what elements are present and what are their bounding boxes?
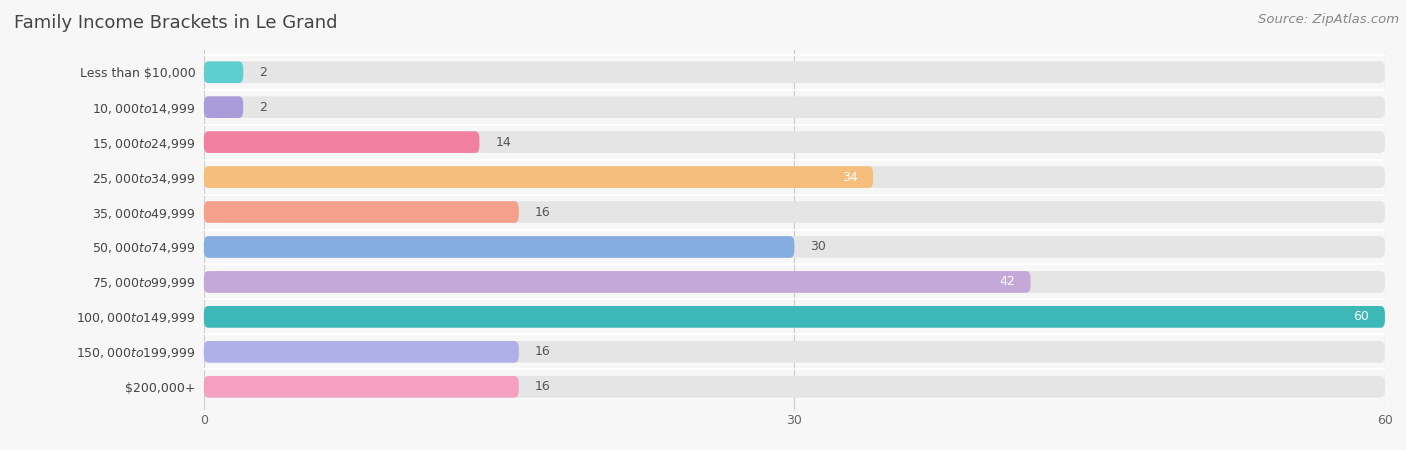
FancyBboxPatch shape — [204, 236, 1385, 258]
Text: 42: 42 — [1000, 275, 1015, 288]
Text: Source: ZipAtlas.com: Source: ZipAtlas.com — [1258, 14, 1399, 27]
FancyBboxPatch shape — [204, 376, 1385, 398]
Text: 60: 60 — [1354, 310, 1369, 324]
Text: 30: 30 — [810, 240, 825, 253]
FancyBboxPatch shape — [204, 306, 1385, 328]
Text: 34: 34 — [842, 171, 858, 184]
FancyBboxPatch shape — [204, 61, 1385, 83]
FancyBboxPatch shape — [204, 131, 1385, 153]
FancyBboxPatch shape — [204, 271, 1031, 293]
FancyBboxPatch shape — [204, 376, 519, 398]
FancyBboxPatch shape — [204, 341, 1385, 363]
Text: 16: 16 — [534, 206, 550, 219]
FancyBboxPatch shape — [204, 166, 1385, 188]
FancyBboxPatch shape — [204, 61, 243, 83]
FancyBboxPatch shape — [204, 306, 1385, 328]
FancyBboxPatch shape — [204, 201, 519, 223]
Text: 16: 16 — [534, 345, 550, 358]
FancyBboxPatch shape — [204, 96, 1385, 118]
FancyBboxPatch shape — [204, 96, 243, 118]
FancyBboxPatch shape — [204, 131, 479, 153]
Text: 2: 2 — [259, 101, 267, 114]
FancyBboxPatch shape — [204, 166, 873, 188]
Text: 2: 2 — [259, 66, 267, 79]
Text: 16: 16 — [534, 380, 550, 393]
FancyBboxPatch shape — [204, 271, 1385, 293]
FancyBboxPatch shape — [204, 201, 1385, 223]
Text: Family Income Brackets in Le Grand: Family Income Brackets in Le Grand — [14, 14, 337, 32]
Text: 14: 14 — [495, 135, 510, 148]
FancyBboxPatch shape — [204, 236, 794, 258]
FancyBboxPatch shape — [204, 341, 519, 363]
